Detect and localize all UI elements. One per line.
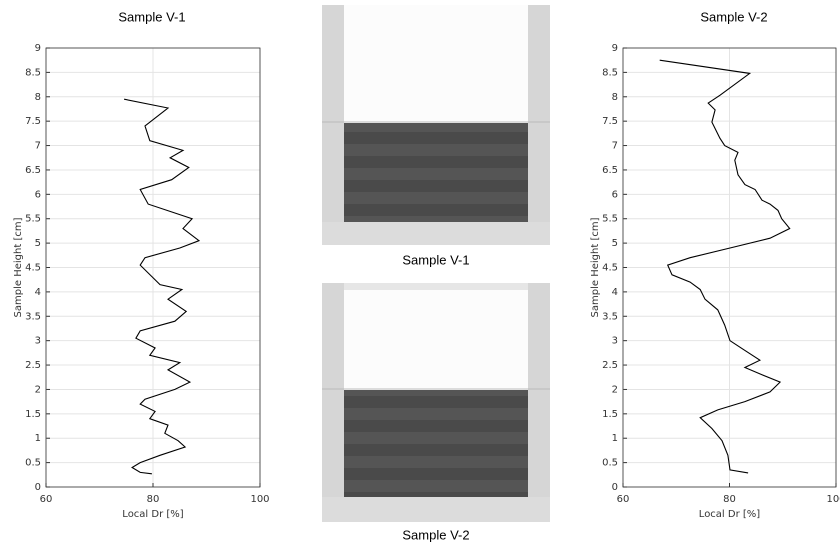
image-caption: Sample V-1	[402, 252, 469, 267]
y-tick-label: 7	[612, 141, 618, 152]
y-tick-label: 3	[612, 336, 618, 347]
y-tick-label: 8.5	[25, 67, 41, 78]
y-tick-label: 4	[35, 287, 41, 298]
x-tick-label: 60	[617, 494, 630, 505]
y-tick-label: 3	[35, 336, 41, 347]
y-tick-label: 5.5	[602, 214, 618, 225]
y-tick-label: 7.5	[25, 116, 41, 127]
x-tick-label: 100	[826, 494, 840, 505]
y-tick-label: 8	[35, 92, 41, 103]
y-tick-label: 6	[612, 189, 618, 200]
x-tick-label: 100	[250, 494, 269, 505]
y-tick-label: 9	[612, 43, 618, 54]
image-caption: Sample V-2	[402, 527, 469, 542]
y-tick-label: 3.5	[25, 311, 41, 322]
y-tick-label: 0.5	[602, 458, 618, 469]
y-tick-label: 7.5	[602, 116, 618, 127]
x-tick-label: 60	[40, 494, 53, 505]
y-tick-label: 0	[35, 482, 41, 493]
y-tick-label: 1.5	[602, 409, 618, 420]
y-tick-label: 2.5	[25, 360, 41, 371]
y-tick-label: 2.5	[602, 360, 618, 371]
chart-title: Sample V-2	[700, 9, 767, 24]
ct-image	[322, 283, 550, 522]
plot-frame	[622, 47, 837, 488]
ct-image	[322, 5, 550, 245]
y-tick-label: 4.5	[25, 263, 41, 274]
y-tick-label: 7	[35, 141, 41, 152]
y-tick-label: 4.5	[602, 263, 618, 274]
y-tick-label: 5	[35, 238, 41, 249]
y-tick-label: 9	[35, 43, 41, 54]
y-axis-label: Sample Height [cm]	[590, 217, 601, 317]
y-tick-label: 8	[612, 92, 618, 103]
y-tick-label: 5.5	[25, 214, 41, 225]
plot-frame	[45, 47, 261, 488]
x-tick-label: 80	[147, 494, 160, 505]
y-tick-label: 6.5	[25, 165, 41, 176]
y-tick-label: 0	[612, 482, 618, 493]
x-tick-label: 80	[723, 494, 736, 505]
y-tick-label: 0.5	[25, 458, 41, 469]
y-tick-label: 8.5	[602, 67, 618, 78]
x-axis-label: Local Dr [%]	[122, 509, 183, 520]
y-tick-label: 6.5	[602, 165, 618, 176]
y-tick-label: 3.5	[602, 311, 618, 322]
data-line	[659, 59, 791, 474]
y-tick-label: 1	[35, 433, 41, 444]
y-tick-label: 2	[35, 384, 41, 395]
y-tick-label: 6	[35, 189, 41, 200]
y-tick-label: 5	[612, 238, 618, 249]
y-axis-label: Sample Height [cm]	[13, 217, 24, 317]
y-tick-label: 2	[612, 384, 618, 395]
y-tick-label: 1	[612, 433, 618, 444]
chart-title: Sample V-1	[118, 9, 185, 24]
y-tick-label: 1.5	[25, 409, 41, 420]
data-line	[123, 98, 201, 475]
x-axis-label: Local Dr [%]	[699, 509, 760, 520]
y-tick-label: 4	[612, 287, 618, 298]
